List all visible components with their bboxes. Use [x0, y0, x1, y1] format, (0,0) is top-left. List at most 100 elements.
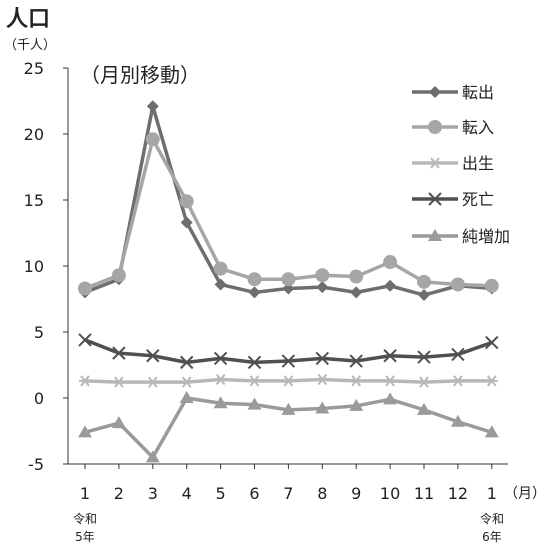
data-point: [79, 375, 91, 387]
start-note-line2: 5年: [75, 530, 95, 544]
data-point: [316, 281, 329, 294]
x-tick-label: 3: [148, 484, 158, 503]
x-tick-label: 1: [80, 484, 90, 503]
data-point: [111, 268, 126, 283]
series-circle: [78, 132, 499, 296]
legend-label: 出生: [462, 154, 494, 173]
data-point: [248, 375, 261, 387]
data-point: [316, 373, 329, 386]
data-point: [179, 194, 194, 209]
data-point: [111, 416, 126, 429]
data-point: [214, 373, 227, 386]
x-tick-label: 12: [448, 484, 468, 503]
data-point: [485, 335, 499, 350]
x-tick-label: 10: [380, 484, 400, 503]
data-point: [214, 278, 227, 291]
data-point: [384, 375, 397, 387]
series-line: [84, 338, 493, 365]
legend-item: 死亡: [412, 190, 494, 209]
data-point: [247, 355, 262, 370]
data-point: [180, 216, 193, 229]
data-point: [78, 281, 92, 296]
legend-marker: [428, 120, 442, 134]
y-unit-label: （千人）: [4, 38, 56, 53]
y-tick-label: 0: [34, 389, 44, 408]
x-tick-label: 7: [283, 484, 293, 503]
x-tick-label: 1: [487, 484, 497, 503]
x-tick-label: 9: [351, 484, 361, 503]
legend-label: 純増加: [462, 227, 510, 246]
y-tick-label: -5: [28, 455, 44, 474]
legend-label: 転出: [462, 83, 494, 102]
data-point: [315, 268, 330, 283]
x-unit-label: （月）: [504, 486, 546, 502]
data-point: [315, 351, 330, 366]
data-point: [383, 255, 398, 270]
data-point: [450, 277, 465, 292]
data-point: [281, 272, 296, 287]
data-point: [146, 100, 159, 113]
y-tick-label: 25: [24, 59, 44, 78]
x-tick-label: 4: [182, 484, 192, 503]
data-point: [281, 354, 296, 368]
legend-marker: [428, 192, 442, 206]
chart-subtitle: （月別移動）: [80, 63, 200, 87]
data-point: [484, 278, 499, 293]
series-asterisk: [79, 373, 498, 388]
data-point: [450, 414, 465, 427]
data-point: [418, 376, 430, 388]
data-point: [248, 286, 261, 299]
data-point: [451, 375, 464, 387]
data-point: [112, 376, 125, 388]
y-tick-label: 20: [24, 125, 44, 144]
series-x: [78, 333, 499, 370]
data-point: [247, 272, 262, 287]
data-point: [179, 391, 194, 403]
legend-marker: [429, 157, 441, 169]
data-point: [383, 349, 397, 363]
series-triangle: [78, 391, 499, 463]
end-note-line1: 令和: [480, 511, 504, 526]
data-point: [78, 333, 92, 347]
data-point: [315, 401, 330, 414]
data-point: [485, 375, 498, 387]
x-tick-label: 6: [249, 484, 259, 503]
data-point: [417, 350, 431, 364]
data-point: [484, 425, 499, 438]
data-point: [417, 402, 431, 415]
data-point: [384, 279, 397, 292]
data-point: [78, 425, 92, 438]
data-point: [418, 289, 430, 302]
start-note-line1: 令和: [73, 511, 97, 526]
data-point: [417, 274, 431, 289]
legend-marker: [428, 229, 442, 241]
data-point: [383, 392, 398, 405]
data-point: [112, 346, 126, 360]
data-point: [213, 261, 228, 276]
data-point: [247, 397, 262, 410]
data-point: [349, 354, 363, 368]
data-point: [281, 402, 296, 415]
data-point: [451, 347, 465, 362]
data-point: [350, 286, 363, 299]
data-point: [146, 376, 159, 388]
data-point: [146, 349, 160, 363]
data-point: [145, 132, 160, 147]
x-tick-label: 5: [216, 484, 226, 503]
data-point: [213, 351, 228, 366]
y-tick-label: 15: [24, 191, 44, 210]
legend-label: 転入: [462, 118, 494, 137]
legend-marker: [429, 86, 441, 98]
x-tick-label: 2: [114, 484, 124, 503]
data-point: [179, 355, 194, 370]
legend-item: 転入: [412, 118, 494, 137]
data-point: [282, 375, 295, 387]
legend-label: 死亡: [462, 190, 494, 209]
chart-title: 人口: [6, 7, 50, 32]
end-note-line2: 6年: [482, 530, 502, 544]
data-point: [213, 396, 228, 409]
legend-item: 転出: [412, 83, 494, 102]
data-point: [350, 375, 363, 387]
y-tick-label: 10: [24, 257, 44, 276]
